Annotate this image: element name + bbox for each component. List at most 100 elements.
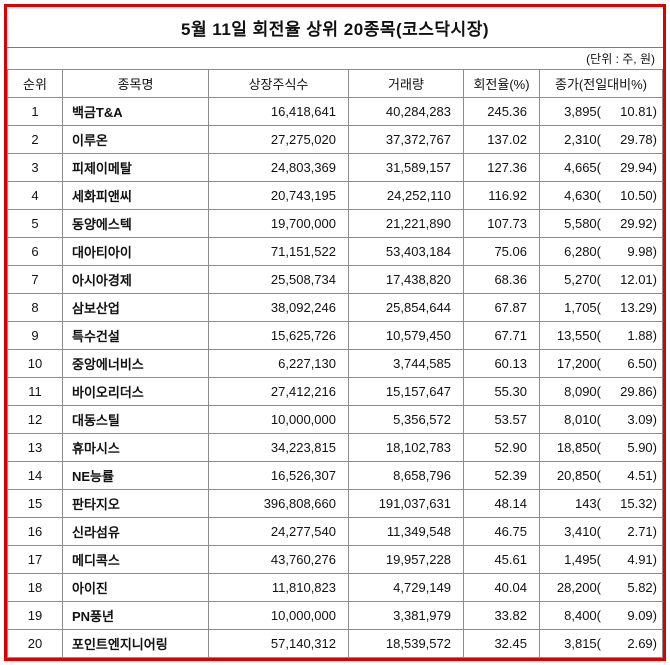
table-row: 4 세화피앤씨 20,743,195 24,252,110 116.92 4,6… — [7, 181, 663, 210]
volume-cell: 31,589,157 — [348, 153, 464, 182]
table-row: 19 PN풍년 10,000,000 3,381,979 33.82 8,400… — [7, 601, 663, 630]
stock-name-cell: 중앙에너비스 — [62, 349, 209, 378]
stock-name-cell: NE능률 — [62, 461, 209, 490]
table-row: 14 NE능률 16,526,307 8,658,796 52.39 20,85… — [7, 461, 663, 490]
turnover-cell: 32.45 — [463, 629, 540, 658]
shares-cell: 10,000,000 — [208, 405, 349, 434]
close-value: 4,665( 29.94) — [541, 160, 657, 175]
shares-cell: 34,223,815 — [208, 433, 349, 462]
close-value: 3,410( 2.71) — [541, 524, 657, 539]
close-change-pct: 29.94) — [620, 160, 657, 175]
turnover-cell: 137.02 — [463, 125, 540, 154]
table-row: 1 백금T&A 16,418,641 40,284,283 245.36 3,8… — [7, 97, 663, 126]
rank-cell: 20 — [7, 629, 63, 658]
volume-cell: 19,957,228 — [348, 545, 464, 574]
stock-name-cell: 바이오리더스 — [62, 377, 209, 406]
close-value: 3,895( 10.81) — [541, 104, 657, 119]
rank-cell: 8 — [7, 293, 63, 322]
close-change-pct: 12.01) — [620, 272, 657, 287]
col-header-turnover: 회전율(%) — [463, 69, 540, 98]
close-value: 17,200( 6.50) — [541, 356, 657, 371]
table-row: 16 신라섬유 24,277,540 11,349,548 46.75 3,41… — [7, 517, 663, 546]
close-cell: 5,580( 29.92) — [539, 209, 663, 238]
turnover-cell: 67.87 — [463, 293, 540, 322]
table-row: 20 포인트엔지니어링 57,140,312 18,539,572 32.45 … — [7, 629, 663, 658]
shares-cell: 11,810,823 — [208, 573, 349, 602]
close-price: 5,270( — [564, 272, 601, 287]
close-value: 8,400( 9.09) — [541, 608, 657, 623]
close-value: 6,280( 9.98) — [541, 244, 657, 259]
close-price: 143( — [574, 496, 601, 511]
stock-name-cell: 피제이메탈 — [62, 153, 209, 182]
volume-cell: 37,372,767 — [348, 125, 464, 154]
close-price: 13,550( — [556, 328, 601, 343]
rank-cell: 16 — [7, 517, 63, 546]
rank-cell: 18 — [7, 573, 63, 602]
rank-cell: 13 — [7, 433, 63, 462]
close-price: 3,410( — [564, 524, 601, 539]
shares-cell: 71,151,522 — [208, 237, 349, 266]
rank-cell: 3 — [7, 153, 63, 182]
table-row: 13 휴마시스 34,223,815 18,102,783 52.90 18,8… — [7, 433, 663, 462]
rank-cell: 17 — [7, 545, 63, 574]
close-change-pct: 10.81) — [620, 104, 657, 119]
close-value: 5,580( 29.92) — [541, 216, 657, 231]
close-price: 8,010( — [564, 412, 601, 427]
close-value: 20,850( 4.51) — [541, 468, 657, 483]
volume-cell: 8,658,796 — [348, 461, 464, 490]
rank-cell: 12 — [7, 405, 63, 434]
stock-name-cell: 판타지오 — [62, 489, 209, 518]
close-price: 28,200( — [556, 580, 601, 595]
turnover-cell: 116.92 — [463, 181, 540, 210]
rank-cell: 14 — [7, 461, 63, 490]
close-value: 2,310( 29.78) — [541, 132, 657, 147]
close-value: 1,705( 13.29) — [541, 300, 657, 315]
unit-note: (단위 : 주, 원) — [586, 52, 655, 67]
volume-cell: 24,252,110 — [348, 181, 464, 210]
stock-name-cell: 세화피앤씨 — [62, 181, 209, 210]
stock-name-cell: 특수건설 — [62, 321, 209, 350]
turnover-cell: 53.57 — [463, 405, 540, 434]
turnover-cell: 40.04 — [463, 573, 540, 602]
table-body: 1 백금T&A 16,418,641 40,284,283 245.36 3,8… — [7, 97, 663, 658]
volume-cell: 25,854,644 — [348, 293, 464, 322]
close-cell: 17,200( 6.50) — [539, 349, 663, 378]
table-row: 11 바이오리더스 27,412,216 15,157,647 55.30 8,… — [7, 377, 663, 406]
close-cell: 8,010( 3.09) — [539, 405, 663, 434]
stock-name-cell: PN풍년 — [62, 601, 209, 630]
turnover-cell: 33.82 — [463, 601, 540, 630]
rank-cell: 9 — [7, 321, 63, 350]
table-row: 12 대동스틸 10,000,000 5,356,572 53.57 8,010… — [7, 405, 663, 434]
close-value: 28,200( 5.82) — [541, 580, 657, 595]
close-cell: 3,410( 2.71) — [539, 517, 663, 546]
volume-cell: 10,579,450 — [348, 321, 464, 350]
stock-name-cell: 이루온 — [62, 125, 209, 154]
shares-cell: 24,803,369 — [208, 153, 349, 182]
close-change-pct: 6.50) — [627, 356, 657, 371]
table-row: 9 특수건설 15,625,726 10,579,450 67.71 13,55… — [7, 321, 663, 350]
stock-name-cell: 백금T&A — [62, 97, 209, 126]
close-change-pct: 4.51) — [627, 468, 657, 483]
col-header-rank: 순위 — [7, 69, 63, 98]
turnover-cell: 107.73 — [463, 209, 540, 238]
volume-cell: 40,284,283 — [348, 97, 464, 126]
rank-cell: 1 — [7, 97, 63, 126]
table-row: 5 동양에스텍 19,700,000 21,221,890 107.73 5,5… — [7, 209, 663, 238]
shares-cell: 57,140,312 — [208, 629, 349, 658]
rank-cell: 6 — [7, 237, 63, 266]
close-value: 5,270( 12.01) — [541, 272, 657, 287]
stock-name-cell: 신라섬유 — [62, 517, 209, 546]
shares-cell: 15,625,726 — [208, 321, 349, 350]
close-change-pct: 2.69) — [627, 636, 657, 651]
stock-turnover-table: 순위 종목명 상장주식수 거래량 회전율(%) 종가(전일대비%) 1 백금T&… — [7, 69, 663, 658]
close-cell: 8,400( 9.09) — [539, 601, 663, 630]
table-row: 6 대아티아이 71,151,522 53,403,184 75.06 6,28… — [7, 237, 663, 266]
turnover-cell: 60.13 — [463, 349, 540, 378]
close-price: 1,705( — [564, 300, 601, 315]
volume-cell: 17,438,820 — [348, 265, 464, 294]
close-value: 13,550( 1.88) — [541, 328, 657, 343]
close-change-pct: 5.82) — [627, 580, 657, 595]
close-value: 1,495( 4.91) — [541, 552, 657, 567]
close-value: 18,850( 5.90) — [541, 440, 657, 455]
close-cell: 3,815( 2.69) — [539, 629, 663, 658]
